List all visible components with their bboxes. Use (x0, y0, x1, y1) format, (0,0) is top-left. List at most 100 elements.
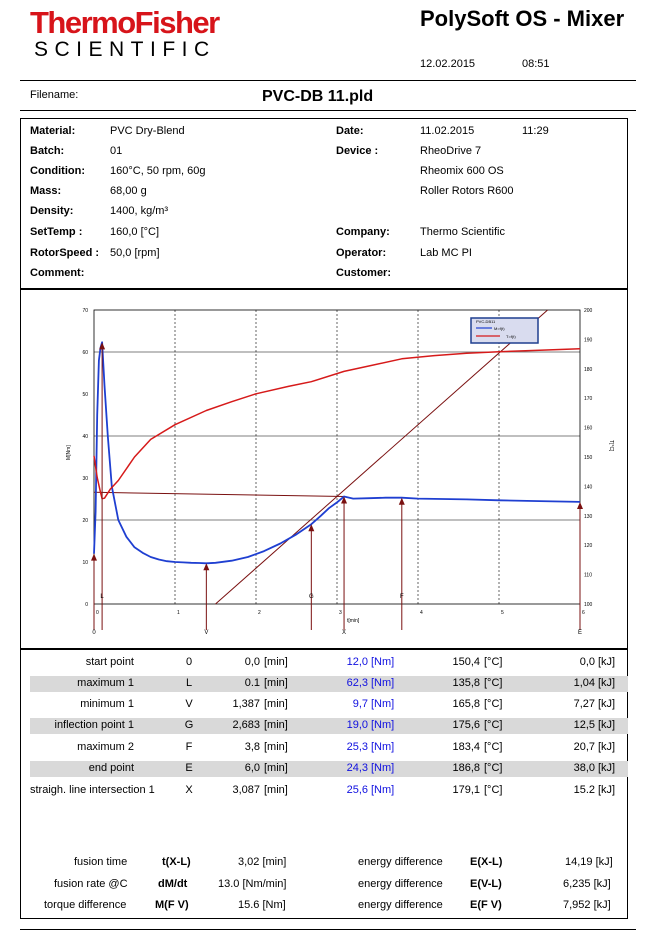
point-label: X (342, 630, 346, 636)
result-time: 3,087 (232, 784, 260, 796)
result-time-unit: [min] (264, 698, 288, 710)
results-panel (20, 649, 628, 919)
result-torque: 25,6 (346, 784, 368, 796)
result-time: 0.1 (244, 677, 260, 689)
x-tick-label: 0 (96, 610, 99, 616)
result-energy-unit: [kJ] (598, 719, 616, 731)
header-time: 08:51 (522, 58, 550, 70)
result-torque: 12,0 (346, 656, 368, 668)
point-marker-arrow (341, 496, 348, 504)
y-right-tick-label: 120 (584, 543, 593, 549)
rotorspeed-value: 50,0 [rpm] (110, 247, 160, 259)
result-time-unit: [min] (264, 784, 288, 796)
energy-difference-symbol-2: E(V-L) (470, 878, 502, 890)
result-symbol: E (185, 762, 193, 774)
result-name: inflection point 1 (54, 719, 135, 731)
result-temperature-unit: [°C] (484, 656, 503, 668)
result-torque-unit: [Nm] (371, 741, 395, 753)
result-energy: 0,0 (579, 656, 595, 668)
result-energy-unit: [kJ] (598, 762, 616, 774)
result-time: 2,683 (232, 719, 260, 731)
table-row-background (30, 718, 628, 734)
point-marker-arrow (398, 497, 405, 505)
y-left-tick-label: 70 (82, 308, 88, 314)
result-symbol: V (185, 698, 193, 710)
density-value: 1400, kg/m³ (110, 205, 169, 217)
table-row-background (30, 676, 628, 692)
x-tick-label: 6 (582, 610, 585, 616)
brand-logo-line1: ThermoFisher (30, 5, 220, 40)
x-axis-label: t[min] (347, 618, 360, 624)
y-right-tick-label: 110 (584, 573, 592, 579)
batch-label: Batch: (30, 145, 65, 157)
result-energy: 12,5 (573, 719, 595, 731)
tangent-line (215, 309, 548, 605)
y-right-tick-label: 200 (584, 308, 593, 314)
point-marker-arrow (308, 524, 315, 532)
filename-label: Filename: (30, 89, 79, 101)
y-right-tick-label: 190 (584, 337, 593, 343)
device-value-2: Rheomix 600 OS (420, 165, 504, 177)
energy-difference-label-2: energy difference (358, 878, 443, 890)
fusion-rate-value: 13.0 [Nm/min] (218, 878, 287, 890)
result-name: maximum 1 (77, 677, 134, 689)
result-torque-unit: [Nm] (371, 762, 395, 774)
result-name: straigh. line intersection 1 (30, 784, 155, 796)
result-name: start point (85, 656, 134, 668)
point-label: G (309, 594, 314, 600)
rotorspeed-label: RotorSpeed : (30, 247, 100, 259)
fusion-time-symbol: t(X-L) (162, 856, 191, 868)
result-time-unit: [min] (264, 656, 288, 668)
legend-box (470, 317, 539, 344)
result-symbol: G (184, 719, 194, 731)
energy-difference-label-3: energy difference (358, 899, 443, 911)
torque-difference-label: torque difference (44, 899, 127, 911)
point-marker-arrow (577, 501, 583, 509)
point-marker-arrow (203, 563, 210, 571)
operator-value: Lab MC PI (420, 247, 472, 259)
result-energy: 1,04 (573, 677, 595, 689)
temperature-curve (93, 348, 581, 500)
brand-logo-line2: SCIENTIFIC (34, 38, 216, 61)
y-right-axis-label: T[°C] (608, 440, 614, 452)
result-time-unit: [min] (264, 762, 288, 774)
result-energy: 7,27 (573, 698, 595, 710)
torque-difference-value: 15.6 [Nm] (238, 899, 286, 911)
y-right-tick-label: 160 (584, 426, 593, 432)
result-torque-unit: [Nm] (371, 784, 395, 796)
x-tick-label: 5 (501, 610, 504, 616)
tangent-line (93, 491, 345, 497)
result-energy: 38,0 (573, 762, 595, 774)
fusion-time-label: fusion time (74, 856, 128, 868)
fusion-rate-label: fusion rate @C (54, 878, 128, 890)
energy-difference-value-1: 14,19 [kJ] (565, 856, 613, 868)
result-torque: 25,3 (346, 741, 368, 753)
result-temperature-unit: [°C] (484, 762, 503, 774)
result-temperature-unit: [°C] (484, 719, 503, 731)
comment-label: Comment: (30, 267, 85, 279)
energy-difference-label-1: energy difference (358, 856, 443, 868)
y-left-tick-label: 40 (82, 434, 88, 440)
app-title: PolySoft OS - Mixer (420, 6, 625, 31)
y-right-tick-label: 170 (584, 396, 593, 402)
date-value: 11.02.2015 (420, 125, 475, 137)
result-torque-unit: [Nm] (371, 656, 395, 668)
result-symbol: L (185, 677, 193, 689)
result-time-unit: [min] (264, 719, 288, 731)
legend-header: PVC-DB11 (476, 319, 496, 324)
result-temperature-unit: [°C] (484, 677, 503, 689)
result-energy-unit: [kJ] (598, 698, 616, 710)
torque-difference-symbol: M(F V) (155, 899, 189, 911)
legend-temperature-label: T=f(t) (506, 334, 516, 339)
result-time: 1,387 (232, 698, 260, 710)
mass-value: 68,00 g (110, 185, 147, 197)
device-value-1: RheoDrive 7 (420, 145, 482, 157)
divider (20, 929, 636, 930)
result-torque: 24,3 (346, 762, 368, 774)
result-energy-unit: [kJ] (598, 677, 616, 689)
result-torque-unit: [Nm] (371, 677, 395, 689)
result-temperature: 183,4 (452, 741, 480, 753)
energy-difference-symbol-1: E(X-L) (470, 856, 503, 868)
time-value: 11:29 (522, 125, 549, 137)
result-energy: 15.2 (573, 784, 595, 796)
